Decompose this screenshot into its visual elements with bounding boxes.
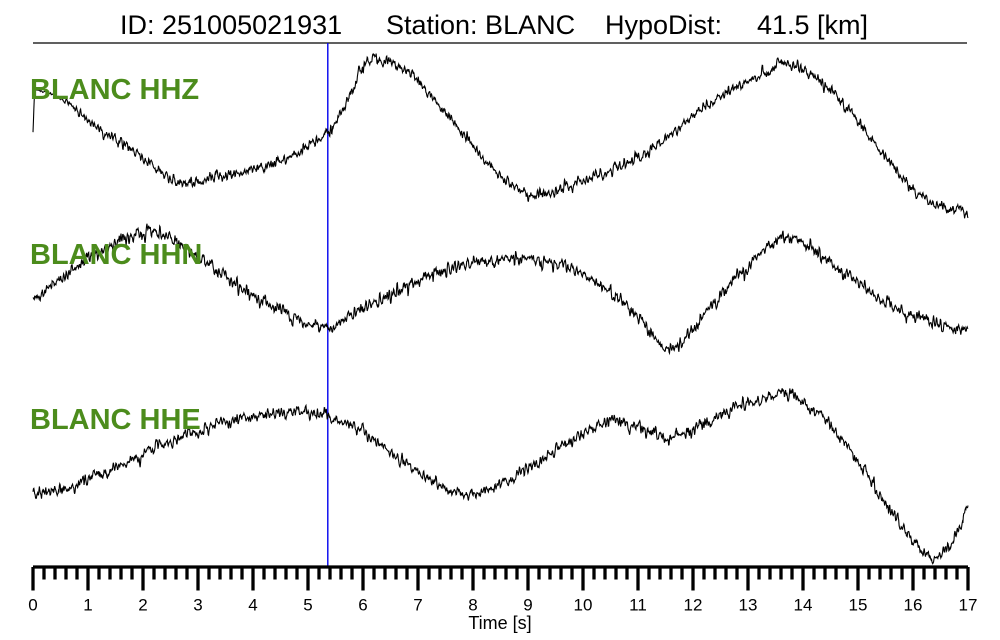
- svg-text:14: 14: [794, 596, 813, 615]
- svg-text:5: 5: [303, 596, 312, 615]
- svg-text:10: 10: [574, 596, 593, 615]
- svg-text:0: 0: [28, 596, 37, 615]
- svg-text:16: 16: [904, 596, 923, 615]
- svg-text:6: 6: [358, 596, 367, 615]
- svg-text:BLANC HHN: BLANC HHN: [30, 239, 202, 271]
- svg-text:7: 7: [413, 596, 422, 615]
- svg-text:17: 17: [959, 596, 978, 615]
- svg-text:11: 11: [629, 596, 647, 615]
- svg-text:9: 9: [523, 596, 532, 615]
- svg-text:12: 12: [684, 596, 703, 615]
- svg-text:15: 15: [849, 596, 868, 615]
- svg-text:Station: BLANC: Station: BLANC: [386, 10, 575, 40]
- svg-text:41.5 [km]: 41.5 [km]: [757, 10, 868, 40]
- svg-text:BLANC HHZ: BLANC HHZ: [30, 74, 199, 106]
- svg-text:4: 4: [248, 596, 257, 615]
- svg-text:8: 8: [468, 596, 477, 615]
- svg-text:ID: 251005021931: ID: 251005021931: [120, 10, 342, 40]
- svg-text:3: 3: [193, 596, 202, 615]
- svg-text:BLANC HHE: BLANC HHE: [30, 404, 201, 436]
- svg-text:13: 13: [739, 596, 758, 615]
- svg-text:Time [s]: Time [s]: [468, 613, 531, 633]
- svg-text:2: 2: [138, 596, 147, 615]
- svg-text:HypoDist:: HypoDist:: [605, 10, 722, 40]
- svg-text:1: 1: [83, 596, 92, 615]
